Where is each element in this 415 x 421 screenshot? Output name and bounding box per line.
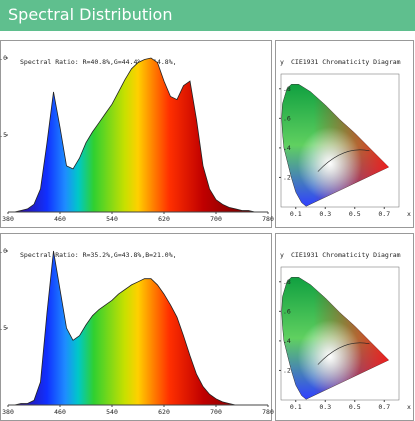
spectrum-area (8, 57, 268, 213)
x-tick-label: 0.3 (319, 403, 331, 411)
x-tick-label: 540 (106, 408, 118, 416)
x-tick-label: 540 (106, 215, 118, 223)
x-tick-label: 0.7 (378, 210, 390, 218)
y-axis-label: y (280, 251, 284, 259)
x-tick-label: 0.1 (290, 210, 302, 218)
x-tick-label: 780 (262, 408, 274, 416)
planckian-locus (317, 149, 370, 172)
x-axis-label: x (407, 403, 411, 411)
header-title: Spectral Distribution (8, 5, 173, 24)
x-tick-label: 0.5 (349, 210, 361, 218)
chart-title: CIE1931 Chromaticity Diagram (291, 58, 401, 66)
header: Spectral Distribution (0, 0, 415, 31)
x-tick-label: 380 (2, 408, 14, 416)
y-tick-label: .4 (283, 144, 291, 152)
y-axis-label: y (280, 58, 284, 66)
y-tick-label: .6 (283, 307, 291, 315)
x-tick-label: 620 (158, 408, 170, 416)
x-tick-label: 0.5 (349, 403, 361, 411)
y-tick-label: .8 (283, 278, 291, 286)
x-tick-label: 700 (210, 215, 222, 223)
y-tick-label: .2 (283, 366, 291, 374)
x-tick-label: 700 (210, 408, 222, 416)
x-tick-label: 460 (54, 215, 66, 223)
y-tick-label: 1.0 (0, 247, 7, 255)
chart-title: CIE1931 Chromaticity Diagram (291, 251, 401, 259)
x-tick-label: 780 (262, 215, 274, 223)
x-tick-label: 620 (158, 215, 170, 223)
y-tick-label: 1.0 (0, 54, 7, 62)
planckian-locus (317, 342, 370, 365)
spectrum-area (8, 250, 268, 406)
y-tick-label: .6 (283, 114, 291, 122)
x-axis-label: x (407, 210, 411, 218)
y-tick-label: .4 (283, 337, 291, 345)
x-tick-label: 0.3 (319, 210, 331, 218)
y-tick-label: .8 (283, 85, 291, 93)
x-tick-label: 380 (2, 215, 14, 223)
y-tick-label: .2 (283, 173, 291, 181)
chart-title: Spectral Ratio: R=35.2%,G=43.8%,B=21.0%, (20, 251, 177, 259)
y-tick-label: 0.5 (0, 131, 7, 139)
x-tick-label: 460 (54, 408, 66, 416)
horseshoe (281, 84, 389, 207)
x-tick-label: 0.1 (290, 403, 302, 411)
y-tick-label: 0.5 (0, 324, 7, 332)
x-tick-label: 0.7 (378, 403, 390, 411)
plot-frame (280, 266, 400, 401)
horseshoe (281, 277, 389, 400)
plot-frame (280, 73, 400, 208)
chart-title: Spectral Ratio: R=40.8%,G=44.4%,B=14.8%, (20, 58, 177, 66)
